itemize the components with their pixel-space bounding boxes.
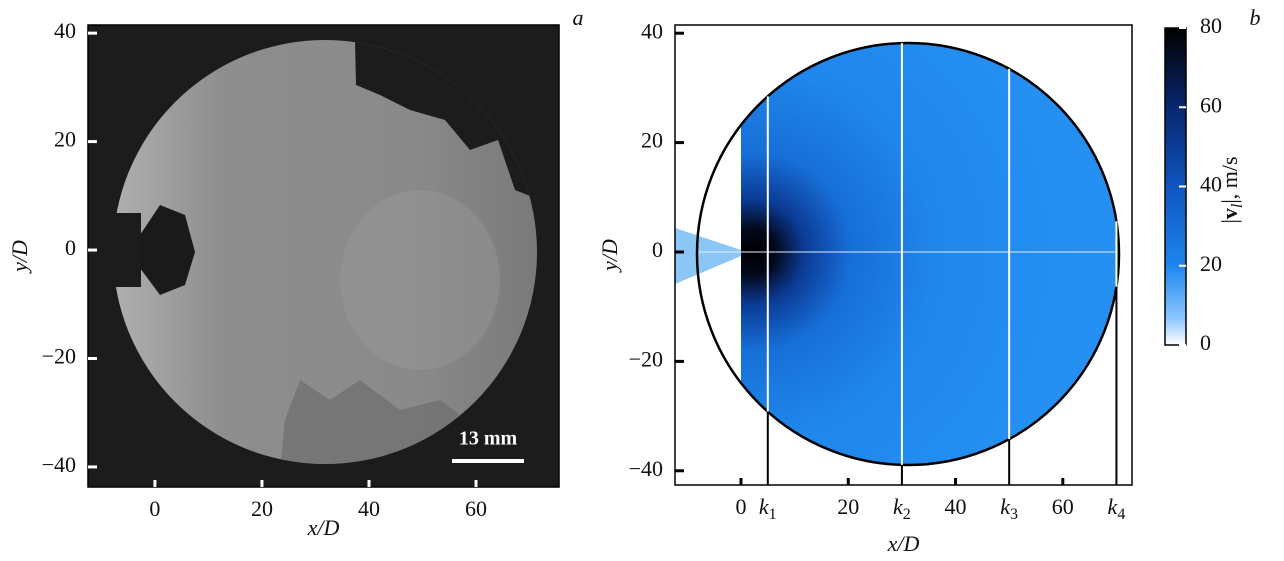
y-tick-label: 20 (641, 128, 663, 153)
colorbar-tick-label: 60 (1200, 92, 1222, 117)
label-suffix: |, m/s (1217, 156, 1242, 203)
section-index: 4 (1117, 506, 1125, 523)
panel-label: a (573, 5, 584, 30)
y-tick-label: 40 (641, 18, 663, 43)
colorbar-tick-label: 0 (1200, 330, 1211, 355)
y-axis-label: y/D (7, 240, 32, 274)
y-tick-label: 0 (652, 237, 663, 262)
x-tick-label: 0 (149, 496, 160, 521)
section-symbol: k (893, 494, 904, 519)
photo (88, 25, 559, 487)
section-symbol: k (1108, 494, 1119, 519)
x-tick-label: 0 (735, 494, 746, 519)
colorbar-label: |vl|, m/s (1217, 156, 1246, 223)
section-index: 1 (769, 506, 777, 523)
x-tick-label: 20 (837, 494, 859, 519)
panel-label: b (1250, 5, 1261, 30)
colorbar-tick-label: 20 (1200, 251, 1222, 276)
scale-bar-label: 13 mm (459, 428, 518, 450)
section-index: 2 (903, 506, 911, 523)
section-index: 3 (1010, 506, 1018, 523)
section-label: k2 (893, 494, 911, 523)
y-tick-label: 0 (65, 235, 76, 260)
label-symbol: v (1217, 208, 1242, 219)
section-label: k3 (1000, 494, 1018, 523)
label-index: l (1229, 203, 1246, 208)
plot-frame (674, 24, 1133, 486)
label-prefix: | (1217, 219, 1242, 223)
y-tick-label: 40 (54, 18, 76, 43)
x-tick-label: 40 (945, 494, 967, 519)
y-tick-label: −40 (42, 452, 76, 477)
x-axis-label: x/D (307, 515, 340, 540)
section-symbol: k (1000, 494, 1011, 519)
y-tick-label: −20 (42, 344, 76, 369)
section-label: k4 (1108, 494, 1126, 523)
x-axis-label: x/D (887, 531, 920, 556)
x-tick-label: 60 (465, 496, 487, 521)
velocity-field (675, 25, 1132, 485)
x-tick-label: 40 (358, 496, 380, 521)
plot-frame (87, 24, 560, 488)
x-tick-label: 20 (251, 496, 273, 521)
y-tick-label: −40 (629, 456, 663, 481)
section-label: k1 (759, 494, 777, 523)
y-tick-label: 20 (54, 127, 76, 152)
colorbar-tick-label: 80 (1200, 13, 1222, 38)
x-tick-label: 60 (1052, 494, 1074, 519)
colorbar-tick-label: 40 (1200, 172, 1222, 197)
y-tick-label: −20 (629, 346, 663, 371)
section-symbol: k (759, 494, 770, 519)
y-axis-label: y/D (597, 239, 622, 273)
